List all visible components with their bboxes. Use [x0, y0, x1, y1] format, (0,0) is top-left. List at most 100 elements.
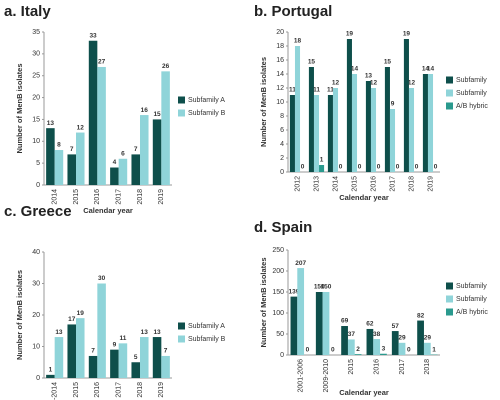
x-tick-label: 2017: [116, 189, 123, 205]
legend-swatch: [178, 96, 185, 104]
x-tick-label: 2015: [351, 176, 358, 192]
x-tick-label: 2016: [94, 189, 101, 205]
legend-swatch: [446, 295, 453, 303]
value-label: 13: [365, 73, 373, 80]
value-label: 18: [294, 38, 302, 45]
panel-title: a. Italy: [4, 3, 51, 20]
bar: [332, 88, 339, 172]
x-tick-label: 2014: [52, 189, 59, 205]
bar: [315, 292, 323, 355]
bar: [140, 337, 149, 378]
bar: [118, 343, 128, 378]
value-label: 0: [396, 164, 400, 171]
x-tick-label: 2016: [94, 382, 101, 398]
x-tick-label: 2019: [158, 382, 165, 398]
value-label: 11: [289, 87, 296, 94]
y-tick-label: 10: [276, 99, 284, 106]
y-tick-label: 20: [32, 94, 40, 101]
bar: [131, 154, 140, 185]
legend-label: Subfamily A: [188, 97, 225, 104]
y-tick-label: 12: [276, 85, 284, 92]
bar: [398, 342, 406, 355]
value-label: 6: [121, 150, 125, 157]
value-label: 62: [366, 321, 374, 328]
value-label: 19: [403, 31, 411, 38]
y-tick-label: 50: [276, 331, 284, 338]
x-tick-label: 2018: [424, 359, 431, 375]
x-tick-label: 2018: [408, 176, 415, 192]
bar: [67, 324, 76, 378]
x-axis-label: Calendar year: [83, 206, 133, 215]
x-tick-label: 2010-2014: [52, 382, 59, 400]
value-label: 29: [398, 335, 406, 342]
bar: [347, 339, 355, 355]
value-label: 12: [370, 80, 378, 87]
bar: [354, 354, 362, 355]
bar: [422, 74, 428, 172]
value-label: 7: [70, 146, 74, 153]
y-axis-label: Number of MenB isolates: [15, 63, 24, 153]
legend-label: Subfamily: [456, 77, 487, 84]
legend-swatch: [446, 76, 453, 84]
value-label: 1: [320, 157, 324, 164]
bar: [403, 39, 409, 172]
bar: [366, 328, 374, 355]
y-tick-label: 150: [272, 289, 284, 296]
y-tick-label: 0: [280, 352, 284, 359]
bar: [313, 95, 320, 172]
x-axis-label: Calendar year: [339, 193, 389, 202]
y-tick-label: 10: [32, 343, 40, 350]
x-tick-label: 2015: [348, 359, 355, 375]
value-label: 33: [89, 32, 97, 39]
y-tick-label: 0: [36, 182, 40, 189]
value-label: 27: [98, 59, 106, 66]
bar: [391, 331, 399, 355]
value-label: 150: [321, 284, 332, 291]
value-label: 12: [77, 124, 85, 131]
x-tick-label: 2016: [374, 359, 381, 375]
value-label: 26: [162, 63, 170, 70]
value-label: 207: [295, 260, 306, 267]
legend-swatch: [178, 322, 185, 330]
value-label: 2: [356, 346, 360, 353]
value-label: 0: [415, 164, 419, 171]
bar: [67, 154, 76, 185]
y-tick-label: 100: [272, 310, 284, 317]
y-tick-label: 30: [32, 51, 40, 58]
x-tick-label: 2017: [116, 382, 123, 398]
value-label: 37: [348, 331, 356, 338]
value-label: 19: [346, 31, 354, 38]
value-label: 1: [49, 367, 53, 374]
bar: [118, 158, 128, 185]
bar: [110, 167, 119, 185]
x-tick-label: 2009-2010: [323, 359, 330, 393]
panel-title: b. Portugal: [254, 3, 332, 20]
value-label: 11: [313, 87, 320, 94]
y-tick-label: 40: [32, 249, 40, 256]
legend-swatch: [446, 89, 453, 97]
bar: [97, 283, 106, 378]
y-tick-label: 6: [280, 127, 284, 134]
bar: [351, 74, 358, 172]
value-label: 15: [308, 59, 316, 66]
y-tick-label: 250: [272, 247, 284, 254]
y-axis-label: Number of MenB isolates: [259, 57, 268, 147]
value-label: 0: [358, 164, 362, 171]
legend-label: Subfamily: [456, 283, 487, 290]
panel-title: c. Greece: [4, 203, 72, 220]
x-axis-label: Calendar year: [339, 388, 389, 397]
value-label: 19: [77, 310, 85, 317]
x-tick-label: 2014: [332, 176, 339, 192]
legend-label: Subfamily: [456, 296, 487, 303]
value-label: 0: [301, 164, 305, 171]
x-tick-label: 2018: [137, 382, 144, 398]
bar: [380, 353, 387, 355]
bar: [110, 349, 119, 378]
value-label: 14: [427, 66, 435, 73]
legend-swatch: [178, 109, 185, 117]
x-tick-label: 2016: [370, 176, 377, 192]
bar: [322, 292, 330, 355]
value-label: 30: [98, 275, 106, 282]
value-label: 150: [314, 284, 325, 291]
y-tick-label: 0: [36, 375, 40, 382]
